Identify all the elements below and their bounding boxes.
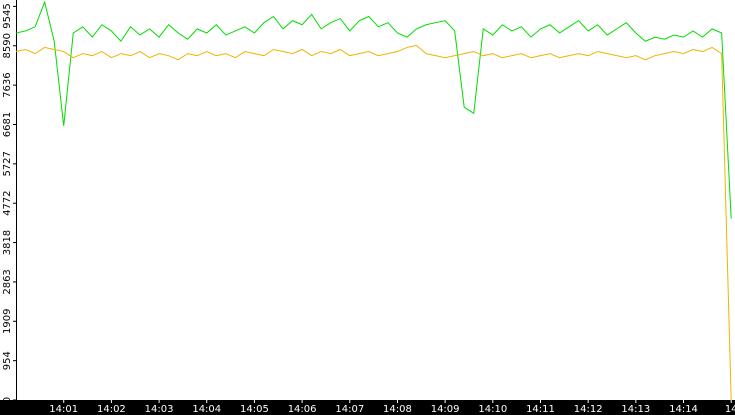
series-line: [15, 44, 732, 401]
x-tick-label: 14:08: [383, 404, 412, 415]
y-tick-label: 2863: [2, 269, 13, 294]
x-tick-label: 14:14: [669, 404, 698, 415]
y-tick-label: 8590: [2, 33, 13, 58]
x-tick-label: 14: [725, 404, 735, 415]
x-tick-label: 14:02: [97, 404, 126, 415]
x-tick-label: 14:05: [240, 404, 269, 415]
y-tick-label: 7636: [2, 72, 13, 97]
y-tick-label: 6681: [2, 112, 13, 137]
series-line: [15, 0, 732, 219]
x-tick-label: 14:09: [431, 404, 460, 415]
x-tick-label: 14:04: [192, 404, 221, 415]
y-tick-label: 0: [2, 397, 13, 403]
y-tick-label: 954: [2, 351, 13, 370]
x-axis-band: [0, 400, 735, 415]
y-tick-label: 4772: [2, 190, 13, 215]
x-tick-label: 14:06: [288, 404, 317, 415]
x-tick-label: 14:11: [526, 404, 555, 415]
y-tick-label: 9545: [2, 3, 13, 28]
y-tick-label: 5727: [2, 151, 13, 176]
x-tick-label: 14:13: [621, 404, 650, 415]
x-tick-label: 14:07: [335, 404, 364, 415]
x-tick-label: 14:03: [145, 404, 174, 415]
y-tick-label: 3818: [2, 230, 13, 255]
y-tick-label: 1909: [2, 309, 13, 334]
x-tick-label: 14:12: [574, 404, 603, 415]
x-tick-label: 14:10: [478, 404, 507, 415]
x-tick-label: 14:01: [49, 404, 78, 415]
